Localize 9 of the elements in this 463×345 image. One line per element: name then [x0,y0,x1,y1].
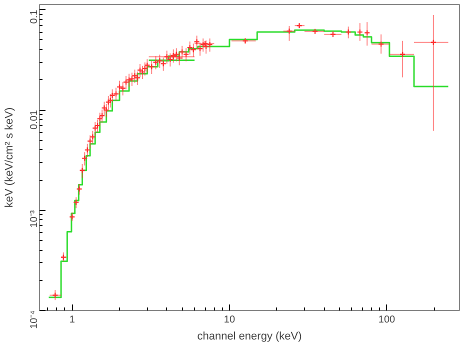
x-tick-label: 100 [378,314,396,326]
y-tick-label: 0.01 [29,110,40,130]
x-tick-label: 1 [69,314,76,326]
y-tick-label: 0.1 [29,9,40,24]
y-tick-label: 10⁻⁴ [29,310,40,329]
y-tick-label: 10⁻³ [29,210,40,228]
x-axis-title: channel energy (keV) [197,330,302,342]
x-tick-label: 10 [224,314,236,326]
y-axis-title: keV (keV/cm² s keV) [4,107,16,208]
